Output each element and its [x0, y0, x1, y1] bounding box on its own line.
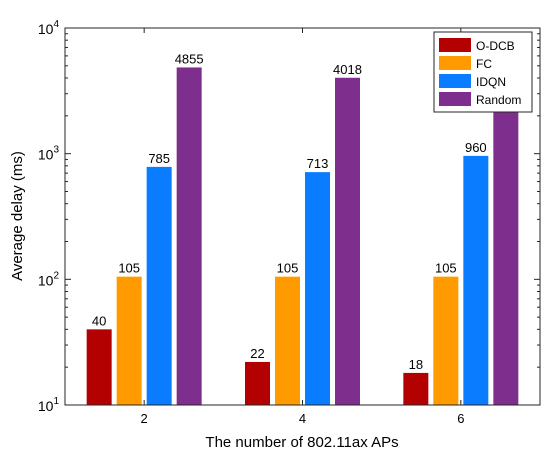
- legend: O-DCB FC IDQN Random: [433, 31, 533, 113]
- legend-swatch-fc: [439, 56, 471, 70]
- legend-label-idqn: IDQN: [476, 75, 506, 89]
- x-tick-label-6: 6: [457, 411, 464, 426]
- data-label-idqn-2: 785: [148, 151, 170, 166]
- bar-idqn-2: [146, 166, 172, 405]
- y-tick-label-1000: 103: [38, 145, 60, 163]
- legend-swatch-o-dcb: [439, 38, 471, 52]
- bar-fc-2: [116, 276, 142, 405]
- legend-label-o-dcb: O-DCB: [476, 39, 515, 53]
- legend-label-random: Random: [476, 93, 521, 107]
- bar-idqn-4: [305, 172, 330, 405]
- y-axis-title: Average delay (ms): [9, 151, 26, 281]
- bar-o-dcb-2: [86, 329, 112, 405]
- x-tick-label-2: 2: [141, 411, 148, 426]
- legend-swatch-random: [439, 92, 471, 106]
- bar-fc-4: [275, 276, 300, 405]
- data-label-o-dcb-6: 18: [409, 357, 423, 372]
- x-axis-title: The number of 802.11ax APs: [205, 434, 398, 451]
- axes-layer: 2 4 6 101 102 103 104: [38, 19, 541, 426]
- legend-label-fc: FC: [476, 57, 492, 71]
- data-label-o-dcb-2: 40: [92, 313, 106, 328]
- bar-idqn-6: [463, 155, 489, 405]
- bars-layer: [86, 67, 519, 406]
- data-label-random-2: 4855: [175, 51, 204, 66]
- data-label-fc-4: 105: [277, 261, 299, 276]
- x-tick-label-4: 4: [299, 411, 306, 426]
- y-tick-label-10000: 104: [38, 19, 60, 37]
- legend-swatch-idqn: [439, 74, 471, 88]
- data-label-idqn-4: 713: [307, 156, 329, 171]
- bar-random-4: [335, 77, 360, 405]
- bar-o-dcb-4: [245, 361, 270, 405]
- y-tick-label-10: 101: [38, 396, 60, 414]
- bar-random-2: [176, 67, 202, 406]
- data-label-fc-2: 105: [118, 261, 140, 276]
- bar-random-6: [493, 78, 519, 405]
- data-label-fc-6: 105: [435, 261, 457, 276]
- data-label-idqn-6: 960: [465, 140, 487, 155]
- plot-frame: [64, 27, 541, 406]
- bar-fc-6: [433, 276, 459, 405]
- y-tick-label-100: 102: [38, 270, 60, 288]
- data-label-random-4: 4018: [333, 62, 362, 77]
- data-label-o-dcb-4: 22: [250, 346, 264, 361]
- data-labels-layer: 401057854855221057134018181059603963: [92, 51, 520, 371]
- bar-o-dcb-6: [403, 372, 429, 405]
